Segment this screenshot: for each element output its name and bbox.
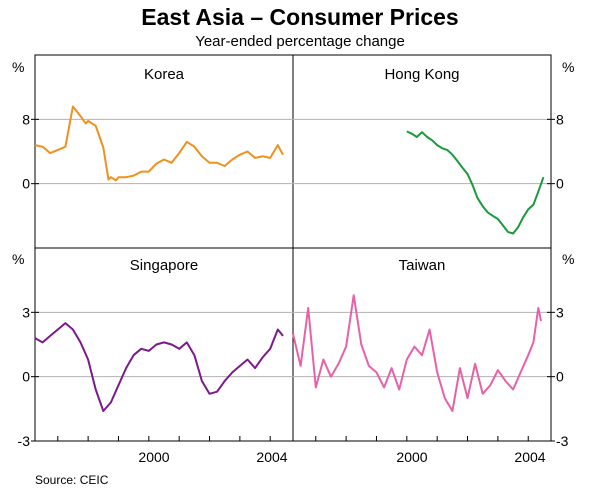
panel-title-korea: Korea — [144, 66, 185, 83]
y-tick-label-singapore--3: -3 — [18, 433, 31, 449]
series-line-taiwan — [292, 294, 542, 412]
panel-title-taiwan: Taiwan — [399, 257, 446, 274]
y-tick-label-taiwan-3: 3 — [556, 304, 564, 320]
y-tick-label-singapore-0: 0 — [22, 369, 30, 385]
unit-label-bottom-left: % — [12, 251, 24, 267]
chart-title: East Asia – Consumer Prices — [141, 4, 459, 30]
panel-title-hong-kong: Hong Kong — [384, 66, 459, 83]
x-tick-label-2004-right: 2004 — [514, 449, 545, 465]
series-line-singapore — [34, 322, 284, 412]
source-note: Source: CEIC — [35, 473, 109, 487]
series-line-korea — [34, 105, 284, 182]
panel-title-singapore: Singapore — [130, 257, 198, 274]
y-tick-label-hong-kong-0: 0 — [556, 176, 564, 192]
x-tick-label-2004-left: 2004 — [256, 449, 287, 465]
x-tick-label-2000-right: 2000 — [396, 449, 427, 465]
unit-label-top-right: % — [562, 59, 574, 75]
y-tick-label-korea-0: 0 — [22, 176, 30, 192]
plot-layer: 8 0 8 0 3 0 -3 3 0 -3 — [18, 105, 569, 449]
series-line-hong-kong — [406, 130, 545, 235]
x-tick-label-2000-left: 2000 — [138, 449, 169, 465]
y-tick-label-taiwan--3: -3 — [556, 433, 569, 449]
y-tick-label-hong-kong-8: 8 — [556, 111, 564, 127]
y-tick-label-taiwan-0: 0 — [556, 369, 564, 385]
y-tick-label-korea-8: 8 — [22, 111, 30, 127]
unit-label-top-left: % — [12, 59, 24, 75]
chart-subtitle: Year-ended percentage change — [195, 33, 405, 50]
y-tick-label-singapore-3: 3 — [22, 304, 30, 320]
unit-label-bottom-right: % — [562, 251, 574, 267]
